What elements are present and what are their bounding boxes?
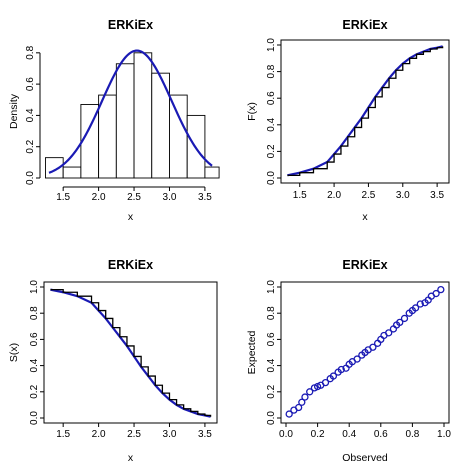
y-tick-label: 0.0 — [25, 171, 36, 185]
survival-panel: ERKiEx x S(x) 1.5 2.0 2.5 3.0 3.5 0.0 0.2 0.4 0.6 0.… — [8, 258, 218, 464]
plot-frame — [280, 281, 450, 424]
pp-point — [329, 372, 338, 380]
pp-point — [385, 329, 393, 337]
pp-point — [411, 304, 420, 312]
empirical-step-line — [50, 288, 212, 417]
pp-plot-panel: ERKiEx Observed Expected 0.0 0.2 0.4 0.6 0.8 1.0… — [246, 258, 451, 464]
histogram-bar — [115, 63, 135, 179]
x-tick-label: 1.0 — [437, 429, 451, 440]
pp-point — [373, 339, 382, 347]
x-tick-label: 3.5 — [198, 429, 212, 440]
y-tick-label: 1.0 — [266, 38, 277, 52]
cdf-panel: ERKiEx x F(x) 1.5 2.0 2.5 3.0 3.5 0.0 0.2 0.4 0.6 0.… — [246, 18, 450, 223]
x-tick-label: 2.0 — [92, 429, 106, 440]
plot-frame — [43, 281, 218, 424]
y-tick-label: 0.6 — [25, 77, 36, 91]
histogram-panel: ERKiEx x Density 1.5 2.0 2.5 3.0 3.5 0.0 0.2 0.4 0.… — [8, 18, 220, 223]
fitted-curve — [50, 288, 211, 418]
pp-point — [294, 403, 303, 412]
y-axis-label: Expected — [246, 330, 258, 374]
x-tick-label: 2.0 — [92, 192, 106, 203]
x-tick-label: 0.0 — [279, 429, 293, 440]
x-tick-label: 3.0 — [163, 429, 177, 440]
y-tick-label: 0.2 — [266, 144, 277, 158]
y-tick-label: 1.0 — [29, 280, 40, 294]
x-tick-label: 3.0 — [163, 192, 177, 203]
histogram-bar — [169, 94, 188, 179]
x-tick-label: 2.5 — [127, 192, 141, 203]
y-tick-label: 0.2 — [29, 384, 40, 398]
chart-title: ERKiEx — [342, 18, 387, 32]
pp-point — [396, 318, 404, 327]
histogram-bar — [204, 166, 220, 179]
plot-frame — [280, 39, 450, 184]
y-tick-label: 0.4 — [266, 117, 277, 131]
y-tick-label: 0.8 — [266, 306, 277, 320]
y-tick-label: 0.2 — [25, 139, 36, 153]
x-tick-label: 1.5 — [56, 192, 70, 203]
pp-point — [353, 355, 361, 363]
x-axis-label: x — [128, 211, 134, 223]
y-tick-label: 0.0 — [29, 411, 40, 425]
histogram-bar — [62, 166, 82, 179]
y-axis-label: F(x) — [246, 102, 258, 121]
fitted-curve — [287, 45, 443, 177]
y-axis-label: Density — [8, 93, 20, 129]
pp-point — [400, 314, 409, 323]
y-tick-label: 0.6 — [29, 332, 40, 346]
x-tick-label: 0.8 — [405, 429, 419, 440]
x-tick-label: 0.4 — [342, 429, 356, 440]
pp-point — [369, 343, 377, 351]
pp-point — [321, 378, 330, 387]
fitted-density-curve — [48, 49, 213, 174]
pp-point — [437, 285, 445, 294]
y-tick-label: 0.4 — [29, 358, 40, 372]
y-tick-label: 0.8 — [29, 306, 40, 320]
x-tick-label: 3.5 — [430, 190, 444, 201]
pp-point — [306, 388, 314, 396]
chart-title: ERKiEx — [108, 18, 153, 32]
y-tick-label: 0.8 — [25, 45, 36, 59]
y-tick-label: 0.6 — [266, 332, 277, 346]
x-axis-label: x — [362, 211, 368, 223]
y-tick-label: 0.8 — [266, 64, 277, 78]
histogram-bar — [133, 52, 153, 179]
histogram-bar — [98, 94, 117, 179]
chart-title: ERKiEx — [342, 258, 387, 272]
x-axis-label: x — [128, 452, 134, 464]
pp-point — [337, 365, 345, 374]
x-tick-label: 3.5 — [198, 192, 212, 203]
pp-point — [377, 335, 385, 344]
x-axis-label: Observed — [342, 452, 388, 464]
y-axis-label: S(x) — [8, 343, 20, 362]
pp-point — [389, 325, 398, 333]
x-tick-label: 1.5 — [56, 429, 70, 440]
pp-point — [298, 398, 306, 406]
x-tick-label: 2.5 — [361, 190, 375, 201]
pp-point — [432, 289, 440, 298]
pp-point — [301, 393, 309, 401]
y-tick-label: 0.6 — [266, 91, 277, 105]
x-tick-label: 0.6 — [374, 429, 388, 440]
pp-point — [416, 300, 424, 308]
y-tick-label: 0.0 — [266, 411, 277, 425]
x-tick-label: 0.2 — [311, 429, 325, 440]
chart-title: ERKiEx — [108, 258, 153, 272]
x-tick-label: 3.0 — [396, 190, 410, 201]
y-tick-label: 0.0 — [266, 171, 277, 185]
x-tick-label: 2.0 — [327, 190, 341, 201]
pp-point — [285, 410, 293, 418]
x-tick-label: 2.5 — [127, 429, 141, 440]
y-tick-label: 0.4 — [266, 358, 277, 372]
empirical-step-line — [287, 46, 444, 176]
y-tick-label: 0.4 — [25, 108, 36, 122]
x-tick-label: 1.5 — [293, 190, 307, 201]
y-tick-label: 0.2 — [266, 384, 277, 398]
y-tick-label: 1.0 — [266, 280, 277, 294]
